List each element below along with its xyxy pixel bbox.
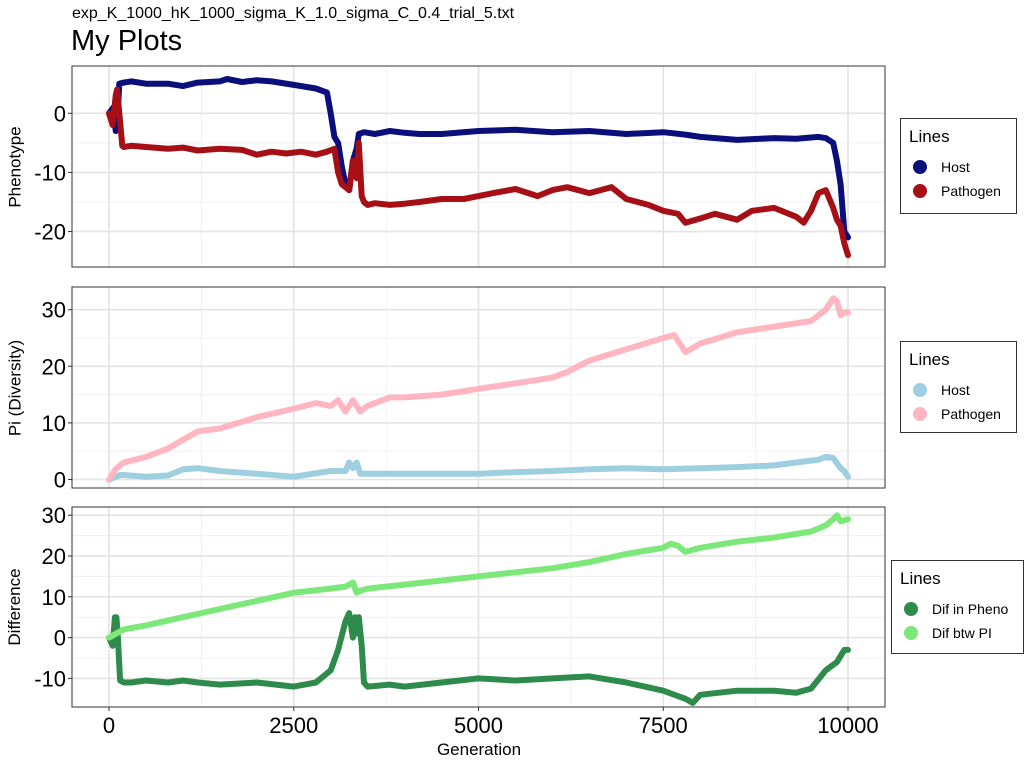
series-line-pathogen (106, 86, 851, 259)
x-axis-label: Generation (436, 740, 522, 759)
series-line-dif-btw-pi (106, 512, 851, 641)
plot-subtitle: exp_K_1000_hK_1000_sigma_K_1.0_sigma_C_0… (72, 5, 515, 22)
panel-border (71, 65, 886, 268)
legend-key-host (913, 383, 927, 397)
legend-phenotype: Lines Host Pathogen (900, 118, 1017, 214)
x-tick-label: 0 (103, 713, 115, 738)
y-tick-label: -20 (34, 220, 66, 245)
series-line-host (106, 76, 851, 241)
series-line-host (106, 453, 851, 483)
legend-label-dif-in-pheno: Dif in Pheno (932, 601, 1009, 617)
y-tick-label: 0 (54, 468, 66, 493)
y-tick-label: 30 (42, 298, 66, 323)
legend-item-dif-in-pheno: Dif in Pheno (904, 599, 1008, 619)
y-tick-label: 10 (42, 585, 66, 610)
y-tick-label: 0 (54, 101, 66, 126)
legend-title: Lines (909, 350, 950, 369)
y-axis-label-difference: Difference (5, 568, 24, 646)
x-tick-label: 7500 (639, 713, 688, 738)
y-tick-label: 10 (42, 411, 66, 436)
legend-item-pathogen: Pathogen (913, 181, 1001, 201)
y-tick-label: 20 (42, 354, 66, 379)
legend-item-host: Host (913, 380, 970, 400)
legend-key-dif-in-pheno (904, 602, 918, 616)
series-line-dif-in-pheno (106, 610, 851, 706)
legend-label-pathogen: Pathogen (941, 183, 1001, 199)
y-tick-label: 30 (42, 503, 66, 528)
legend-diversity: Lines Host Pathogen (900, 341, 1017, 433)
legend-key-pathogen (913, 407, 927, 421)
legend-item-host: Host (913, 157, 970, 177)
plot-title: My Plots (71, 25, 183, 57)
legend-title: Lines (909, 127, 950, 146)
legend-key-pathogen (913, 184, 927, 198)
y-tick-label: 0 (54, 626, 66, 651)
panel-1: 0 -10 -20 (34, 65, 886, 268)
legend-label-host: Host (941, 382, 970, 398)
panel-3: 30 20 10 0 -10 0 2500 5000 7500 10000 (34, 503, 886, 738)
legend-label-host: Host (941, 159, 970, 175)
legend-title: Lines (900, 569, 941, 588)
y-tick-label: -10 (34, 160, 66, 185)
legend-key-host (913, 160, 927, 174)
y-axis-label-diversity: Pi (Diversity) (5, 339, 24, 436)
legend-item-dif-btw-pi: Dif btw PI (904, 623, 992, 643)
x-tick-label: 5000 (454, 713, 503, 738)
y-tick-label: 20 (42, 544, 66, 569)
x-tick-label: 10000 (817, 713, 878, 738)
x-tick-label: 2500 (269, 713, 318, 738)
series-line-pathogen (106, 295, 851, 483)
y-axis-label-phenotype: Phenotype (5, 125, 24, 208)
legend-label-pathogen: Pathogen (941, 406, 1001, 422)
panel-border (71, 286, 886, 489)
panel-2: 0 10 20 30 (42, 286, 886, 493)
legend-item-pathogen: Pathogen (913, 404, 1001, 424)
y-tick-label: -10 (34, 666, 66, 691)
legend-label-dif-btw-pi: Dif btw PI (932, 625, 992, 641)
legend-key-dif-btw-pi (904, 626, 918, 640)
legend-difference: Lines Dif in Pheno Dif btw PI (891, 560, 1024, 654)
